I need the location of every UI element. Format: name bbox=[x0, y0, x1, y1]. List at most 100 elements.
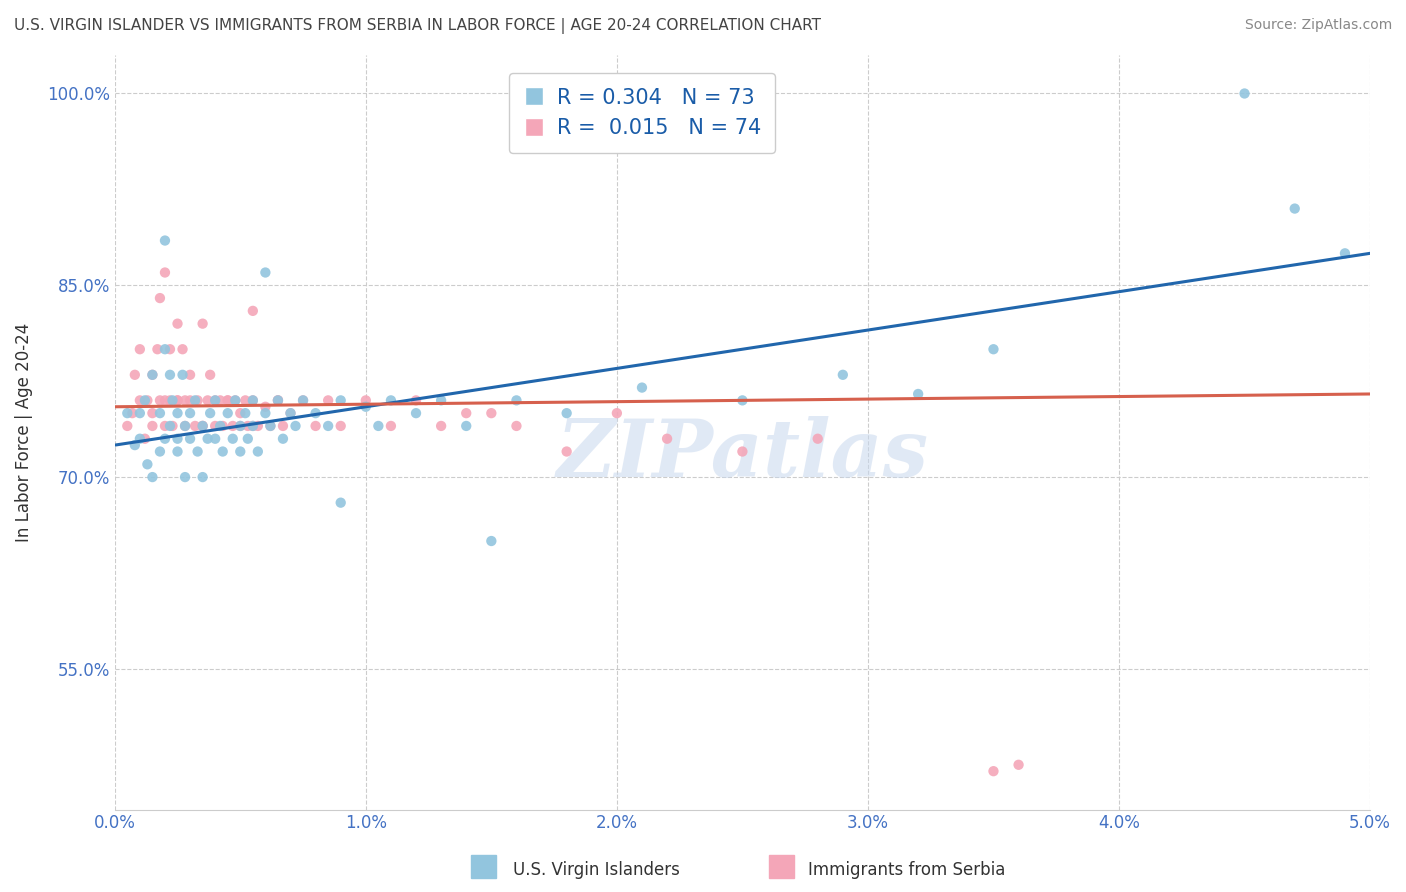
Point bbox=[174, 393, 197, 408]
Point bbox=[1334, 246, 1357, 260]
Text: U.S. Virgin Islanders: U.S. Virgin Islanders bbox=[513, 861, 681, 879]
Point bbox=[211, 444, 233, 458]
Point bbox=[380, 393, 402, 408]
Point bbox=[141, 368, 163, 382]
Point bbox=[159, 343, 181, 357]
Point bbox=[174, 419, 197, 434]
Point bbox=[153, 343, 176, 357]
Point bbox=[233, 406, 256, 420]
Point bbox=[280, 406, 302, 420]
Point bbox=[191, 419, 214, 434]
Point bbox=[259, 419, 281, 434]
Point bbox=[242, 419, 264, 434]
Point bbox=[254, 400, 277, 414]
Point bbox=[267, 393, 290, 408]
Point bbox=[166, 444, 188, 458]
Point bbox=[191, 419, 214, 434]
Point bbox=[162, 419, 184, 434]
Point bbox=[128, 406, 150, 420]
Point bbox=[209, 419, 232, 434]
Y-axis label: In Labor Force | Age 20-24: In Labor Force | Age 20-24 bbox=[15, 323, 32, 542]
Text: ZIPatlas: ZIPatlas bbox=[557, 417, 928, 493]
Text: Source: ZipAtlas.com: Source: ZipAtlas.com bbox=[1244, 18, 1392, 32]
Point bbox=[136, 458, 159, 472]
Point bbox=[329, 419, 352, 434]
Point bbox=[222, 432, 245, 446]
Point bbox=[162, 393, 184, 408]
Point bbox=[304, 406, 326, 420]
Point bbox=[217, 406, 239, 420]
Point bbox=[316, 419, 339, 434]
Point bbox=[124, 368, 146, 382]
Point bbox=[354, 400, 377, 414]
Point bbox=[198, 368, 221, 382]
Point bbox=[983, 764, 1005, 779]
Point bbox=[222, 419, 245, 434]
Point bbox=[153, 266, 176, 280]
Point bbox=[631, 381, 654, 395]
Point bbox=[179, 368, 201, 382]
Point bbox=[166, 393, 188, 408]
Point bbox=[121, 406, 143, 420]
Point bbox=[983, 343, 1005, 357]
Point bbox=[224, 393, 246, 408]
Point bbox=[304, 419, 326, 434]
Point bbox=[179, 432, 201, 446]
Point bbox=[149, 444, 172, 458]
Point bbox=[731, 444, 754, 458]
Point bbox=[217, 393, 239, 408]
Point bbox=[242, 393, 264, 408]
Point bbox=[254, 406, 277, 420]
Point bbox=[280, 406, 302, 420]
Point bbox=[136, 393, 159, 408]
Point bbox=[236, 419, 259, 434]
Point bbox=[153, 234, 176, 248]
Point bbox=[174, 470, 197, 484]
Point bbox=[242, 419, 264, 434]
Point bbox=[246, 419, 269, 434]
Point bbox=[292, 393, 315, 408]
Point bbox=[731, 393, 754, 408]
Point bbox=[479, 534, 502, 549]
Point bbox=[184, 393, 207, 408]
Point bbox=[159, 393, 181, 408]
Point bbox=[229, 444, 252, 458]
Point bbox=[224, 393, 246, 408]
Point bbox=[267, 393, 290, 408]
Point bbox=[141, 470, 163, 484]
Point bbox=[128, 432, 150, 446]
Text: Immigrants from Serbia: Immigrants from Serbia bbox=[808, 861, 1005, 879]
Point bbox=[146, 343, 169, 357]
Point bbox=[141, 368, 163, 382]
Point bbox=[204, 393, 226, 408]
Point bbox=[236, 432, 259, 446]
Point bbox=[292, 393, 315, 408]
Point bbox=[1233, 87, 1256, 101]
Point bbox=[807, 432, 830, 446]
Point bbox=[166, 432, 188, 446]
Point bbox=[367, 419, 389, 434]
Point bbox=[217, 393, 239, 408]
Point bbox=[187, 444, 209, 458]
Point bbox=[184, 419, 207, 434]
Point bbox=[117, 419, 139, 434]
Point bbox=[229, 419, 252, 434]
Point bbox=[329, 393, 352, 408]
Point bbox=[655, 432, 678, 446]
Point bbox=[166, 406, 188, 420]
Point bbox=[191, 470, 214, 484]
Point bbox=[153, 419, 176, 434]
Point bbox=[1284, 202, 1306, 216]
Point bbox=[191, 419, 214, 434]
Point bbox=[149, 406, 172, 420]
Legend: R = 0.304   N = 73, R =  0.015   N = 74: R = 0.304 N = 73, R = 0.015 N = 74 bbox=[509, 73, 775, 153]
Point bbox=[229, 406, 252, 420]
Point bbox=[172, 343, 194, 357]
Point bbox=[204, 393, 226, 408]
Point bbox=[141, 406, 163, 420]
Point bbox=[172, 368, 194, 382]
Point bbox=[259, 419, 281, 434]
Point bbox=[242, 393, 264, 408]
Point bbox=[179, 393, 201, 408]
Point bbox=[141, 419, 163, 434]
